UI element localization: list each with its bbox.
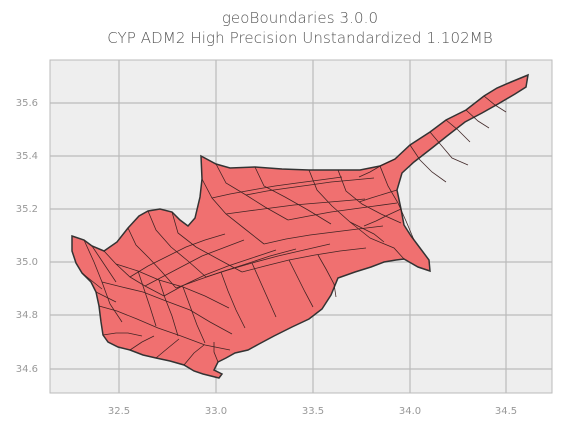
y-tick-34-6: 34.6 (16, 364, 38, 375)
x-tick-32-5: 32.5 (108, 406, 130, 417)
y-tick-35-4: 35.4 (16, 151, 38, 162)
y-tick-35-2: 35.2 (16, 204, 38, 215)
x-axis-ticks: 32.5 33.0 33.5 34.0 34.5 (108, 406, 517, 417)
y-tick-35-0: 35.0 (16, 257, 38, 268)
x-tick-34-5: 34.5 (495, 406, 517, 417)
x-tick-34-0: 34.0 (399, 406, 421, 417)
y-tick-34-8: 34.8 (16, 310, 38, 321)
map-title-line-1: geoBoundaries 3.0.0 (221, 9, 379, 27)
y-axis-ticks: 35.6 35.4 35.2 35.0 34.8 34.6 (16, 98, 38, 375)
adm2-boundaries (81, 95, 507, 366)
x-tick-33-0: 33.0 (205, 406, 227, 417)
y-tick-35-6: 35.6 (16, 98, 38, 109)
map-title-line-2: CYP ADM2 High Precision Unstandardized 1… (107, 29, 493, 47)
x-tick-33-5: 33.5 (302, 406, 324, 417)
map-title: geoBoundaries 3.0.0 CYP ADM2 High Precis… (0, 8, 566, 48)
